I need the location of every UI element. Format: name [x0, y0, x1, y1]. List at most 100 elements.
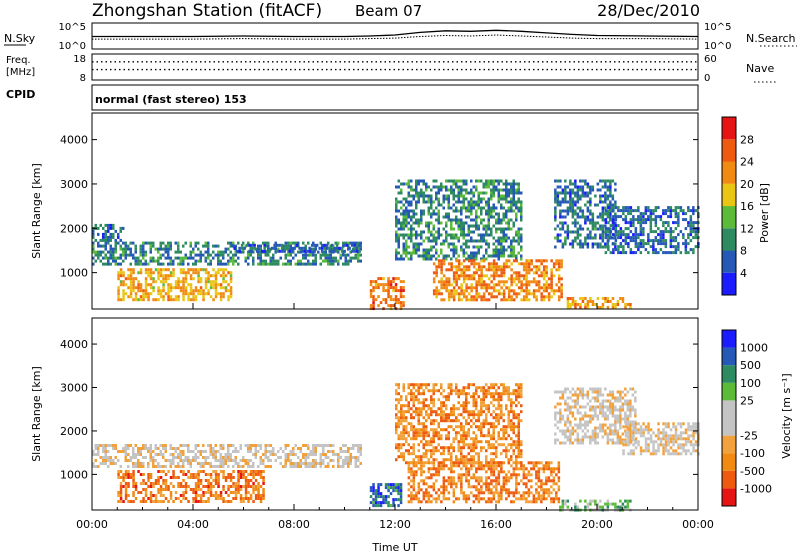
heatmap-cell	[407, 431, 410, 435]
heatmap-cell	[475, 268, 478, 272]
heatmap-cell	[114, 262, 117, 266]
heatmap-cell	[267, 253, 270, 257]
heatmap-cell	[460, 179, 463, 183]
heatmap-cell	[407, 404, 410, 408]
heatmap-cell	[127, 447, 130, 450]
heatmap-cell	[392, 289, 395, 293]
heatmap-cell	[119, 470, 123, 473]
heatmap-cell	[522, 289, 526, 293]
heatmap-cell	[649, 224, 653, 228]
heatmap-cell	[654, 236, 658, 240]
heatmap-cell	[554, 245, 557, 249]
heatmap-cell	[405, 428, 408, 432]
heatmap-cell	[510, 248, 513, 252]
heatmap-cell	[219, 283, 223, 287]
heatmap-cell	[117, 450, 120, 453]
heatmap-cell	[394, 489, 398, 493]
heatmap-cell	[400, 443, 403, 447]
heatmap-cell	[157, 256, 160, 260]
heatmap-cell	[510, 209, 513, 213]
heatmap-cell	[187, 476, 190, 479]
heatmap-cell	[157, 500, 160, 503]
heatmap-cell	[192, 289, 195, 293]
heatmap-cell	[350, 243, 354, 247]
heatmap-cell	[159, 241, 162, 245]
heatmap-cell	[387, 289, 390, 293]
heatmap-cell	[455, 268, 458, 272]
heatmap-cell	[197, 462, 200, 465]
heatmap-cell	[564, 209, 567, 213]
heatmap-cell	[167, 277, 170, 281]
heatmap-cell	[505, 446, 508, 450]
heatmap-cell	[204, 244, 207, 248]
heatmap-cell	[664, 221, 668, 225]
heatmap-cell	[586, 227, 590, 231]
heatmap-cell	[497, 413, 500, 417]
heatmap-cell	[475, 485, 478, 489]
heatmap-cell	[642, 215, 645, 219]
heatmap-cell	[259, 262, 262, 266]
heatmap-cell	[412, 443, 415, 447]
heatmap-cell	[422, 470, 426, 474]
heatmap-cell	[564, 200, 567, 204]
heatmap-cell	[244, 259, 247, 263]
heatmap-cell	[412, 476, 416, 480]
heatmap-cell	[102, 456, 105, 459]
heatmap-cell	[274, 241, 277, 245]
heatmap-cell	[187, 444, 190, 447]
heatmap-cell	[639, 212, 643, 216]
heatmap-cell	[184, 444, 187, 447]
heatmap-cell	[669, 245, 673, 249]
heatmap-cell	[515, 206, 518, 210]
heatmap-cell	[482, 395, 485, 399]
heatmap-cell	[417, 221, 420, 225]
heatmap-cell	[179, 256, 182, 260]
heatmap-cell	[122, 259, 125, 263]
heatmap-cell	[410, 194, 413, 198]
heatmap-cell	[512, 452, 515, 456]
heatmap-cell	[487, 446, 490, 450]
heatmap-cell	[642, 212, 645, 216]
heatmap-cell	[447, 277, 451, 281]
heatmap-cell	[287, 262, 290, 266]
heatmap-cell	[475, 179, 478, 183]
heatmap-cell	[475, 440, 478, 444]
heatmap-cell	[542, 286, 546, 290]
heatmap-cell	[455, 485, 458, 489]
heatmap-cell	[554, 215, 557, 219]
heatmap-cell	[517, 230, 520, 234]
heatmap-cell	[288, 249, 291, 253]
heatmap-cell	[470, 236, 473, 240]
heatmap-cell	[545, 280, 548, 284]
heatmap-cell	[244, 444, 247, 447]
heatmap-cell	[594, 203, 597, 207]
heatmap-cell	[102, 262, 105, 266]
heatmap-cell	[142, 241, 145, 245]
heatmap-cell	[219, 295, 223, 299]
heatmap-cell	[556, 236, 560, 240]
heatmap-cell	[552, 274, 556, 278]
heatmap-cell	[455, 289, 458, 293]
heatmap-cell	[395, 425, 398, 429]
heatmap-cell	[556, 239, 560, 243]
heatmap-cell	[505, 404, 508, 408]
heatmap-cell	[102, 235, 105, 239]
heatmap-cell	[566, 297, 570, 300]
heatmap-cell	[537, 286, 541, 290]
heatmap-cell	[442, 401, 445, 405]
heatmap-cell	[480, 257, 483, 261]
heatmap-cell	[389, 280, 393, 284]
heatmap-cell	[259, 259, 262, 263]
heatmap-cell	[410, 452, 413, 456]
heatmap-cell	[472, 473, 476, 477]
heatmap-cell	[500, 443, 503, 447]
heatmap-cell	[492, 206, 495, 210]
heatmap-cell	[347, 253, 350, 257]
heatmap-cell	[117, 298, 120, 302]
heatmap-cell	[402, 280, 405, 284]
heatmap-cell	[327, 450, 330, 453]
heatmap-cell	[472, 277, 476, 281]
heatmap-cell	[347, 241, 350, 245]
heatmap-cell	[520, 200, 523, 204]
heatmap-cell	[427, 491, 431, 495]
